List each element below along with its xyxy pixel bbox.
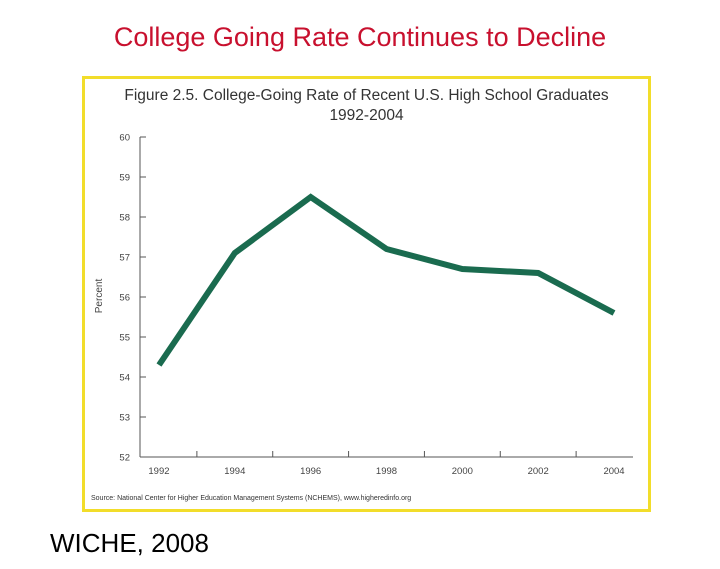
y-tick-label-54: 54 <box>119 373 130 384</box>
x-tick-label-1996: 1996 <box>300 466 321 477</box>
x-tick-label-1992: 1992 <box>148 466 169 477</box>
figure-frame: Figure 2.5. College-Going Rate of Recent… <box>82 76 651 512</box>
chart-series <box>156 193 616 367</box>
x-tick-label-1998: 1998 <box>376 466 397 477</box>
y-axis-label: Percent <box>94 279 105 314</box>
x-tick-label-2004: 2004 <box>603 466 624 477</box>
series-line-0 <box>156 193 616 367</box>
chart-axes <box>139 137 633 458</box>
chart-title: Figure 2.5. College-Going Rate of Recent… <box>124 87 609 104</box>
chart-source: Source: National Center for Higher Educa… <box>91 495 412 502</box>
y-tick-label-53: 53 <box>119 413 130 424</box>
x-tick-label-2000: 2000 <box>452 466 473 477</box>
x-axis-ticks: 1992 1994 1996 1998 2000 2002 2004 <box>148 451 625 477</box>
y-tick-label-56: 56 <box>119 293 130 304</box>
x-tick-label-2002: 2002 <box>528 466 549 477</box>
y-tick-label-59: 59 <box>119 173 130 184</box>
y-tick-label-52: 52 <box>119 453 130 464</box>
y-tick-label-60: 60 <box>119 133 130 144</box>
chart-subtitle: 1992-2004 <box>329 107 404 124</box>
slide-title: College Going Rate Continues to Decline <box>113 22 607 52</box>
line-chart: 52 53 54 55 56 57 58 59 60 1992 1994 1996 1998 2000 2… <box>94 133 633 477</box>
y-tick-label-57: 57 <box>119 253 130 264</box>
footer-citation: WICHE, 2008 <box>50 528 209 558</box>
y-axis-ticks: 52 53 54 55 56 57 58 59 60 <box>119 133 146 464</box>
chart-title-block: Figure 2.5. College-Going Rate of Recent… <box>85 86 648 126</box>
y-tick-label-55: 55 <box>119 333 130 344</box>
y-tick-label-58: 58 <box>119 213 130 224</box>
x-tick-label-1994: 1994 <box>224 466 245 477</box>
